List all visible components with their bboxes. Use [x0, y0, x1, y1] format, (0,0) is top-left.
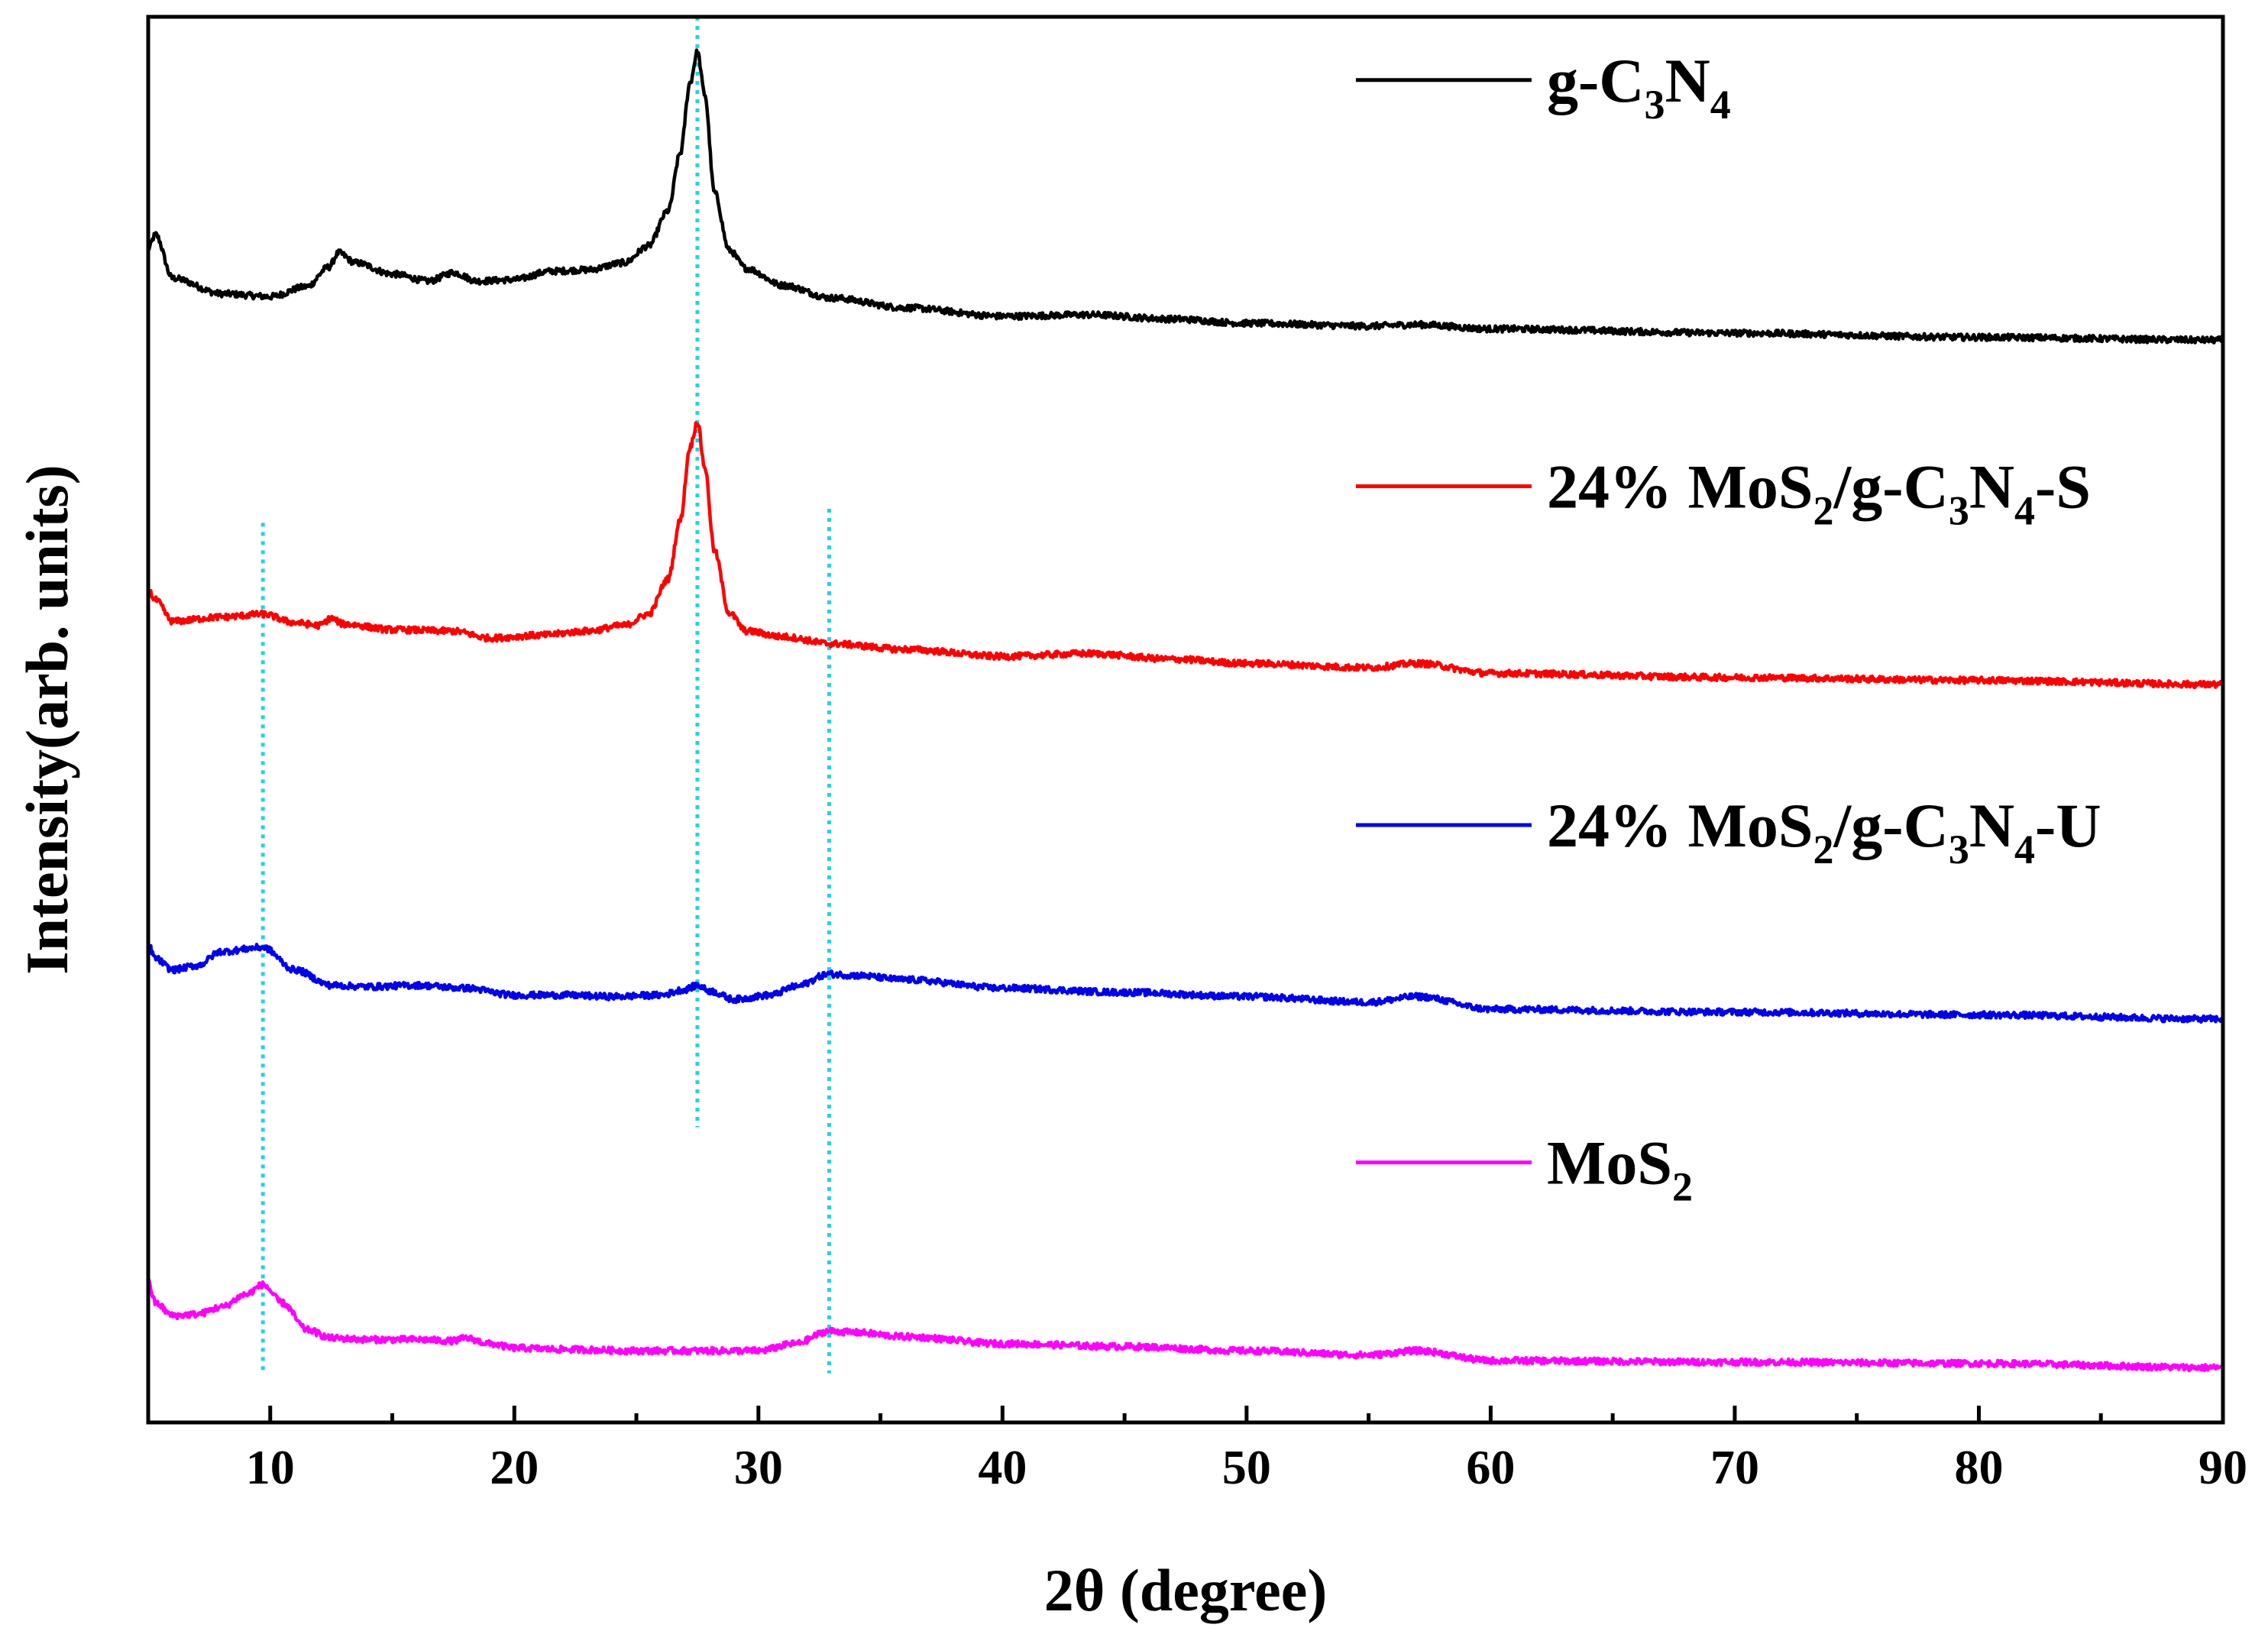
x-axis-title: 2θ (degree): [1044, 1557, 1328, 1623]
x-tick-label: 70: [1710, 1440, 1759, 1494]
series-layer: [146, 48, 2224, 1373]
x-tick-label: 40: [978, 1440, 1027, 1494]
series-line-1: [146, 48, 2224, 345]
y-axis-title: Intensity(arb. units): [14, 464, 80, 974]
x-tick-label: 90: [2198, 1440, 2247, 1494]
x-tick-label: 10: [246, 1440, 295, 1494]
x-axis-ticks: 10 20 30 40 50 60 70 80 90: [146, 1406, 2247, 1494]
legend: g-C3N4 24% MoS2/g-C3N4-S 24% MoS2/g-C3N4-U…: [1356, 46, 2101, 1210]
legend-label-1: g-C3N4: [1547, 46, 1731, 128]
series-line-2: [146, 421, 2224, 690]
legend-label-2: 24% MoS2/g-C3N4-S: [1547, 452, 2091, 534]
x-tick-label: 80: [1954, 1440, 2003, 1494]
series-line-3: [147, 943, 2224, 1024]
x-tick-label: 30: [734, 1440, 783, 1494]
x-tick-label: 60: [1466, 1440, 1515, 1494]
x-tick-label: 20: [490, 1440, 539, 1494]
legend-label-3: 24% MoS2/g-C3N4-U: [1547, 791, 2101, 872]
series-line-4: [147, 1278, 2224, 1373]
x-tick-label: 50: [1222, 1440, 1271, 1494]
legend-label-4: MoS2: [1547, 1128, 1693, 1210]
plot-frame: [146, 15, 2225, 1425]
